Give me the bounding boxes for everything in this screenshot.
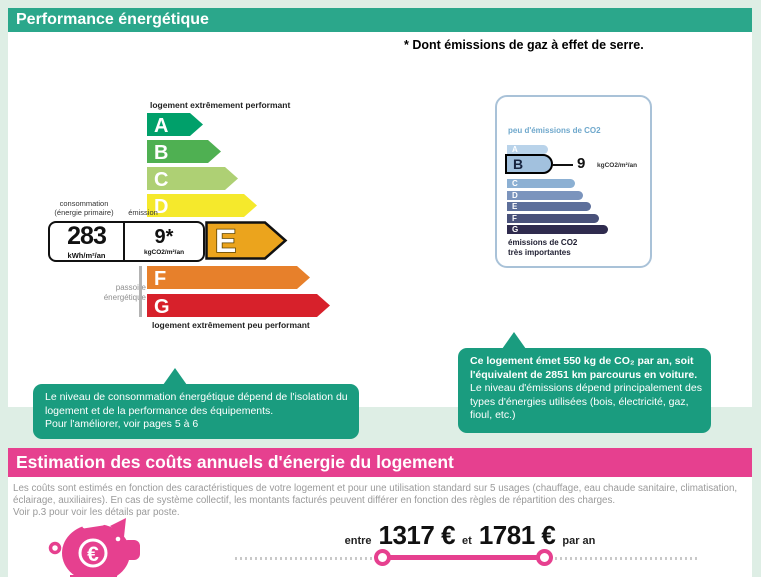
costs-description: Les coûts sont estimés en fonction des c…	[13, 483, 738, 519]
ghg-footnote: * Dont émissions de gaz à effet de serre…	[404, 38, 644, 52]
co2-grade-c: C	[507, 179, 575, 188]
emission-unit: kgCO2/m²/an	[143, 249, 185, 256]
co2-callout-bold-text: Ce logement émet 550 kg de CO₂ par an, s…	[470, 355, 698, 381]
co2-grade-f: F	[507, 213, 599, 223]
co2-callout-text: Le niveau d'émissions dépend principalem…	[470, 382, 702, 421]
co2-grade-a: A	[507, 145, 548, 154]
price-per-label: par an	[562, 535, 596, 547]
price-slider-range	[383, 555, 545, 560]
emission-label: émission	[128, 208, 158, 217]
co2-grade-b-selected: B	[505, 154, 553, 174]
energy-grade-letter-f: F	[154, 268, 166, 290]
co2-pointer-line	[552, 164, 573, 166]
energy-grade-c: C	[147, 167, 238, 191]
section-title-performance: Performance énergétique	[8, 8, 752, 32]
price-slider-handle-min[interactable]	[374, 549, 391, 566]
price-range-line: entre 1317 € et 1781 € par an	[230, 520, 710, 551]
section-title-costs: Estimation des coûts annuels d'énergie d…	[8, 448, 752, 477]
energy-grade-letter-d: D	[154, 196, 168, 218]
energy-callout-bubble: Le niveau de consommation énergétique dé…	[33, 368, 359, 439]
consumption-cell: 283 kWh/m²/an	[50, 223, 125, 260]
co2-grade-e: E	[507, 202, 591, 211]
price-et-label: et	[462, 535, 472, 547]
energy-grade-d: D	[147, 194, 257, 218]
energy-sieve-label: passoire énergétique	[103, 283, 146, 302]
energy-grade-letter-c: C	[154, 169, 168, 191]
energy-scale-bottom-label: logement extrêmement peu performant	[152, 320, 310, 330]
consumption-value: 283	[67, 221, 107, 250]
energy-grade-letter-e: E	[215, 223, 236, 259]
price-max: 1781 €	[478, 520, 556, 550]
energy-scale-top-label: logement extrêmement performant	[150, 100, 291, 110]
energy-grade-b: B	[147, 140, 221, 164]
energy-value-box: 283 kWh/m²/an 9* kgCO2/m²/an	[48, 221, 205, 262]
co2-grade-d: D	[507, 190, 583, 200]
energy-grade-g: G	[147, 293, 330, 318]
callout-pointer-icon	[502, 332, 526, 349]
consumption-label: consommation (énergie primaire)	[54, 199, 114, 217]
co2-scale-bottom-label: émissions de CO2 très importantes	[508, 238, 578, 257]
emission-value: 9*	[154, 226, 174, 248]
euro-icon: €	[87, 543, 99, 566]
energy-grade-letter-a: A	[154, 115, 168, 137]
co2-unit: kgCO2/m²/an	[597, 162, 638, 169]
price-min: 1317 €	[378, 520, 456, 550]
piggy-bank-euro-icon: €	[48, 518, 140, 577]
energy-grade-f: F	[147, 266, 310, 290]
energy-sieve-bracket	[139, 266, 142, 317]
price-slider-handle-max[interactable]	[536, 549, 553, 566]
energy-callout-text: Le niveau de consommation énergétique dé…	[45, 391, 348, 430]
consumption-unit: kWh/m²/an	[67, 250, 106, 260]
energy-grade-e-selected: E	[205, 221, 288, 260]
emission-cell: 9* kgCO2/m²/an	[125, 223, 203, 260]
energy-grade-letter-g: G	[154, 296, 170, 318]
energy-grade-letter-b: B	[154, 142, 168, 164]
price-entre-label: entre	[344, 535, 372, 547]
co2-callout-bubble: Ce logement émet 550 kg de CO₂ par an, s…	[458, 332, 711, 433]
co2-value: 9	[577, 155, 586, 172]
co2-grade-g: G	[507, 225, 608, 234]
energy-grade-a: A	[147, 113, 203, 137]
callout-pointer-icon	[163, 368, 187, 385]
co2-scale-top-label: peu d'émissions de CO2	[508, 126, 601, 135]
